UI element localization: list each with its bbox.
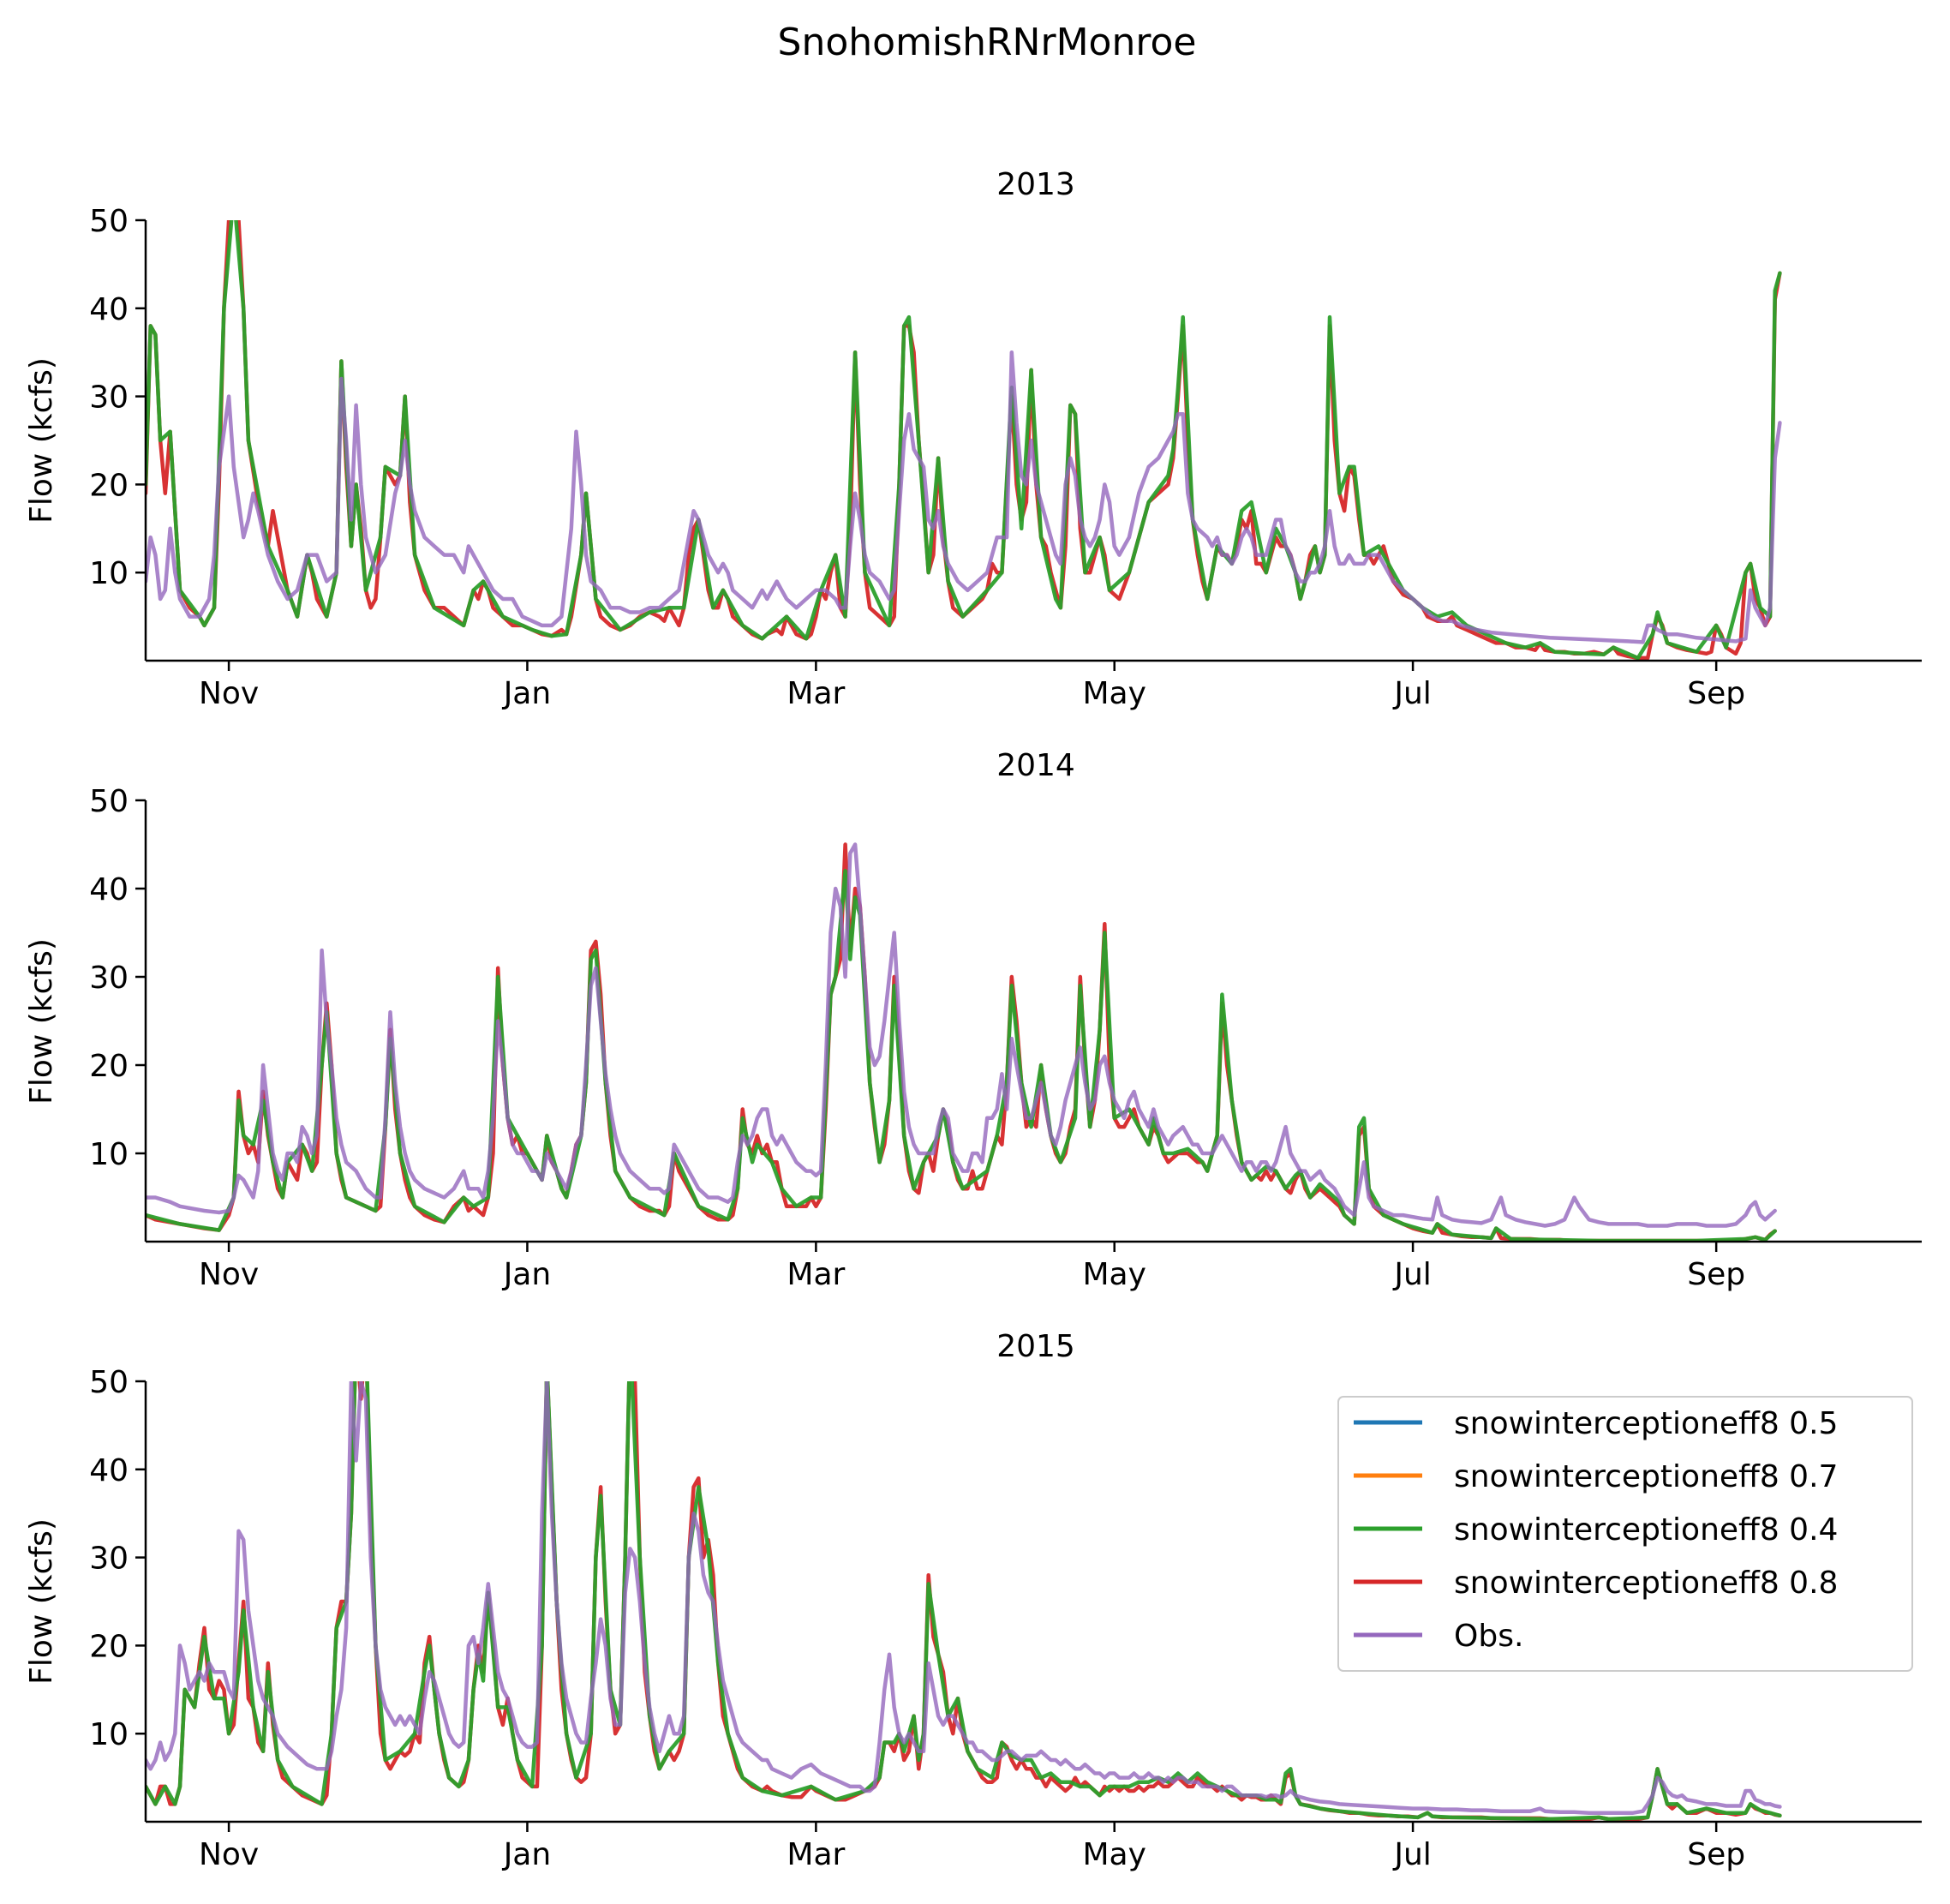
series-line-snowinterceptioneff8-0-4 [146, 1381, 1782, 1822]
x-tick-label: Jul [1392, 676, 1431, 711]
series-line-obs- [146, 350, 1782, 644]
legend-entry: snowinterceptioneff8 0.7 [1354, 1459, 1838, 1494]
y-tick-label: 10 [89, 556, 129, 591]
y-tick-label: 40 [89, 1453, 129, 1488]
y-tick-label: 50 [89, 204, 129, 239]
series-line-snowinterceptioneff8-0-4 [146, 869, 1777, 1242]
legend-entry: snowinterceptioneff8 0.8 [1354, 1566, 1838, 1601]
axes: 10 20 30 40 50 Nov Jan Mar May Jul Sep [89, 1365, 1922, 1872]
y-tick-label: 20 [89, 1629, 129, 1664]
legend-label: snowinterceptioneff8 0.5 [1454, 1406, 1838, 1441]
series-lines [146, 842, 1777, 1242]
series-line-obs- [146, 1381, 1782, 1815]
x-tick-label: Nov [199, 1837, 259, 1872]
y-tick-label: 10 [89, 1137, 129, 1172]
legend-entry: Obs. [1354, 1619, 1523, 1654]
x-tick-label: Sep [1687, 1257, 1745, 1292]
y-tick-label: 40 [89, 872, 129, 907]
panel-2014: 2014 10 20 30 40 50 Nov Jan Mar May Jul Sep Flow (… [24, 748, 1922, 1292]
x-tick-label: May [1083, 676, 1146, 711]
series-lines [146, 1381, 1782, 1822]
series-lines [146, 220, 1782, 661]
axes: 10 20 30 40 50 Nov Jan Mar May Jul Sep [89, 204, 1922, 711]
legend-frame [1337, 1396, 1913, 1672]
y-tick-label: 10 [89, 1717, 129, 1752]
x-tick-label: Mar [787, 1837, 845, 1872]
x-tick-label: May [1083, 1257, 1146, 1292]
x-tick-label: Sep [1687, 1837, 1745, 1872]
x-tick-label: Jan [502, 1257, 552, 1292]
y-axis-label: Flow (kcfs) [24, 938, 59, 1105]
legend-label: snowinterceptioneff8 0.8 [1454, 1566, 1838, 1601]
figure-title: SnohomishRNrMonroe [778, 21, 1197, 64]
y-tick-label: 40 [89, 292, 129, 327]
x-tick-label: Nov [199, 676, 259, 711]
y-tick-label: 20 [89, 1049, 129, 1084]
panel-title: 2013 [996, 167, 1075, 202]
y-axis-label: Flow (kcfs) [24, 1518, 59, 1685]
x-tick-label: Mar [787, 676, 845, 711]
legend-label: snowinterceptioneff8 0.7 [1454, 1459, 1838, 1494]
x-tick-label: May [1083, 1837, 1146, 1872]
y-tick-label: 50 [89, 1365, 129, 1400]
x-tick-label: Sep [1687, 676, 1745, 711]
x-tick-label: Jul [1392, 1837, 1431, 1872]
y-tick-label: 50 [89, 784, 129, 819]
x-tick-label: Nov [199, 1257, 259, 1292]
panel-2015: 2015 10 20 30 40 50 Nov Jan Mar May Jul Sep Flow (… [24, 1329, 1922, 1872]
panel-title: 2015 [996, 1329, 1075, 1364]
legend-entry: snowinterceptioneff8 0.4 [1354, 1512, 1838, 1548]
series-line-obs- [146, 842, 1777, 1228]
x-tick-label: Jan [502, 1837, 552, 1872]
y-tick-label: 20 [89, 468, 129, 503]
x-tick-label: Jul [1392, 1257, 1431, 1292]
legend-entry: snowinterceptioneff8 0.5 [1354, 1406, 1838, 1441]
legend: snowinterceptioneff8 0.5 snowinterceptio… [1337, 1396, 1913, 1672]
legend-label: snowinterceptioneff8 0.4 [1454, 1512, 1838, 1548]
x-tick-label: Jan [502, 676, 552, 711]
series-line-snowinterceptioneff8-0-4 [146, 220, 1782, 661]
y-axis-label: Flow (kcfs) [24, 357, 59, 524]
axes: 10 20 30 40 50 Nov Jan Mar May Jul Sep [89, 784, 1922, 1292]
legend-label: Obs. [1454, 1619, 1523, 1654]
y-tick-label: 30 [89, 380, 129, 416]
y-tick-label: 30 [89, 1542, 129, 1577]
x-tick-label: Mar [787, 1257, 845, 1292]
panel-2013: 2013 10 20 30 40 50 Nov Jan Mar May Jul Sep Flow (… [24, 167, 1922, 711]
y-tick-label: 30 [89, 961, 129, 996]
panel-title: 2014 [996, 748, 1075, 783]
